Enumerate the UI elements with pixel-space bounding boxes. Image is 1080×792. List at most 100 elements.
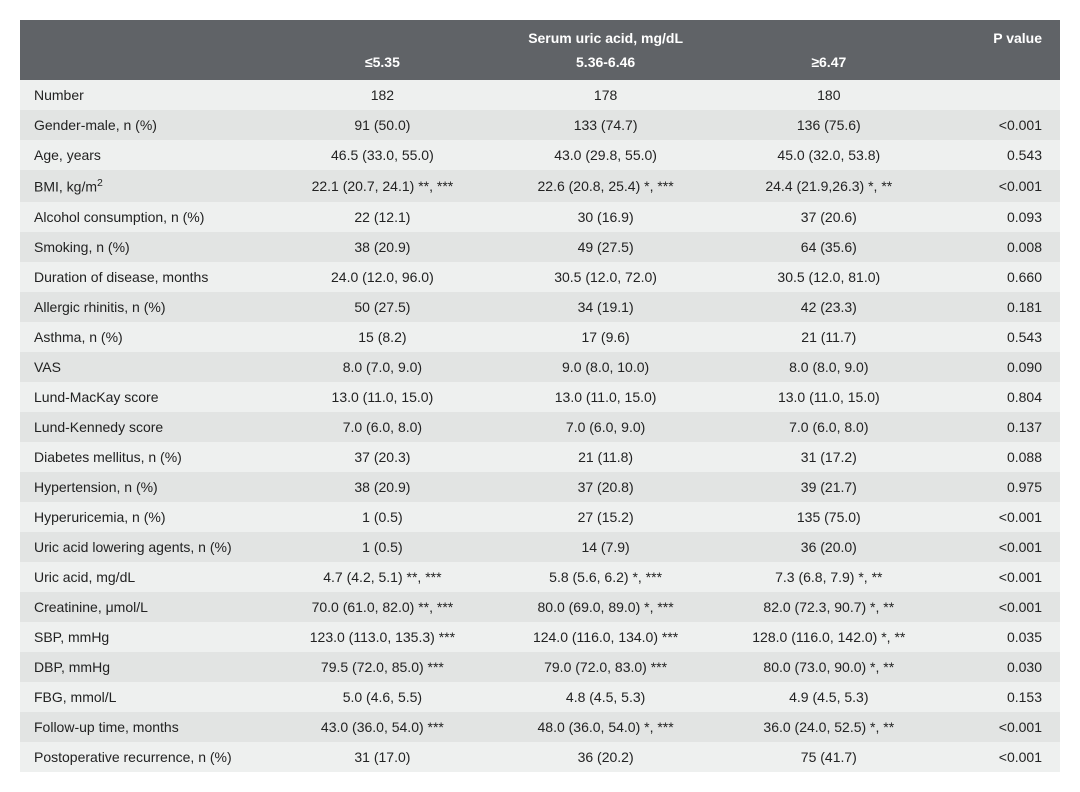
table-row: Lund-Kennedy score7.0 (6.0, 8.0)7.0 (6.0… <box>20 412 1060 442</box>
cell-group-3: 30.5 (12.0, 81.0) <box>717 262 940 292</box>
cell-group-1: 5.0 (4.6, 5.5) <box>271 682 494 712</box>
cell-group-2: 30.5 (12.0, 72.0) <box>494 262 717 292</box>
cell-group-2: 133 (74.7) <box>494 110 717 140</box>
row-label: Hypertension, n (%) <box>20 472 271 502</box>
row-label: FBG, mmol/L <box>20 682 271 712</box>
cell-group-3: 36 (20.0) <box>717 532 940 562</box>
cell-group-1: 50 (27.5) <box>271 292 494 322</box>
cell-pvalue: 0.543 <box>940 140 1060 170</box>
row-label: BMI, kg/m2 <box>20 170 271 202</box>
cell-group-1: 46.5 (33.0, 55.0) <box>271 140 494 170</box>
cell-pvalue: <0.001 <box>940 592 1060 622</box>
cell-group-2: 4.8 (4.5, 5.3) <box>494 682 717 712</box>
cell-group-2: 80.0 (69.0, 89.0) *, *** <box>494 592 717 622</box>
cell-group-1: 182 <box>271 80 494 110</box>
cell-group-1: 8.0 (7.0, 9.0) <box>271 352 494 382</box>
cell-group-1: 1 (0.5) <box>271 532 494 562</box>
table-row: Postoperative recurrence, n (%)31 (17.0)… <box>20 742 1060 772</box>
table-row: Duration of disease, months24.0 (12.0, 9… <box>20 262 1060 292</box>
cell-pvalue: 0.030 <box>940 652 1060 682</box>
header-sub-blank <box>20 50 271 80</box>
cell-group-2: 43.0 (29.8, 55.0) <box>494 140 717 170</box>
table-row: Gender-male, n (%)91 (50.0)133 (74.7)136… <box>20 110 1060 140</box>
cell-group-3: 180 <box>717 80 940 110</box>
cell-pvalue: 0.975 <box>940 472 1060 502</box>
row-label: Hyperuricemia, n (%) <box>20 502 271 532</box>
table-row: Age, years46.5 (33.0, 55.0)43.0 (29.8, 5… <box>20 140 1060 170</box>
cell-group-3: 31 (17.2) <box>717 442 940 472</box>
row-label: Lund-MacKay score <box>20 382 271 412</box>
cell-pvalue: <0.001 <box>940 712 1060 742</box>
cell-pvalue: 0.093 <box>940 202 1060 232</box>
table-row: Creatinine, μmol/L70.0 (61.0, 82.0) **, … <box>20 592 1060 622</box>
table-body: Number182178180Gender-male, n (%)91 (50.… <box>20 80 1060 772</box>
table-row: Asthma, n (%)15 (8.2)17 (9.6)21 (11.7)0.… <box>20 322 1060 352</box>
table-header: Serum uric acid, mg/dL P value ≤5.35 5.3… <box>20 20 1060 80</box>
table-row: SBP, mmHg123.0 (113.0, 135.3) ***124.0 (… <box>20 622 1060 652</box>
table-row: VAS8.0 (7.0, 9.0)9.0 (8.0, 10.0)8.0 (8.0… <box>20 352 1060 382</box>
cell-group-3: 36.0 (24.0, 52.5) *, ** <box>717 712 940 742</box>
cell-group-1: 22.1 (20.7, 24.1) **, *** <box>271 170 494 202</box>
row-label: Number <box>20 80 271 110</box>
table-row: Hyperuricemia, n (%)1 (0.5)27 (15.2)135 … <box>20 502 1060 532</box>
table-row: FBG, mmol/L5.0 (4.6, 5.5)4.8 (4.5, 5.3)4… <box>20 682 1060 712</box>
header-blank <box>20 20 271 50</box>
cell-pvalue: 0.137 <box>940 412 1060 442</box>
cell-group-2: 21 (11.8) <box>494 442 717 472</box>
header-group-3: ≥6.47 <box>717 50 940 80</box>
cell-group-3: 7.0 (6.0, 8.0) <box>717 412 940 442</box>
cell-pvalue: 0.543 <box>940 322 1060 352</box>
header-group-2: 5.36-6.46 <box>494 50 717 80</box>
cell-group-2: 14 (7.9) <box>494 532 717 562</box>
row-label: Lund-Kennedy score <box>20 412 271 442</box>
cell-group-3: 135 (75.0) <box>717 502 940 532</box>
data-table: Serum uric acid, mg/dL P value ≤5.35 5.3… <box>20 20 1060 772</box>
cell-group-2: 36 (20.2) <box>494 742 717 772</box>
data-table-container: Serum uric acid, mg/dL P value ≤5.35 5.3… <box>20 20 1060 772</box>
cell-group-2: 27 (15.2) <box>494 502 717 532</box>
cell-group-3: 24.4 (21.9,26.3) *, ** <box>717 170 940 202</box>
cell-group-1: 37 (20.3) <box>271 442 494 472</box>
row-label: Smoking, n (%) <box>20 232 271 262</box>
header-group-1: ≤5.35 <box>271 50 494 80</box>
cell-group-3: 4.9 (4.5, 5.3) <box>717 682 940 712</box>
cell-group-2: 13.0 (11.0, 15.0) <box>494 382 717 412</box>
header-title: Serum uric acid, mg/dL <box>271 20 941 50</box>
row-label: Duration of disease, months <box>20 262 271 292</box>
cell-pvalue: 0.153 <box>940 682 1060 712</box>
cell-group-3: 7.3 (6.8, 7.9) *, ** <box>717 562 940 592</box>
cell-pvalue: 0.008 <box>940 232 1060 262</box>
cell-group-2: 48.0 (36.0, 54.0) *, *** <box>494 712 717 742</box>
cell-pvalue: <0.001 <box>940 170 1060 202</box>
cell-group-2: 17 (9.6) <box>494 322 717 352</box>
row-label: Gender-male, n (%) <box>20 110 271 140</box>
row-label: DBP, mmHg <box>20 652 271 682</box>
table-row: Alcohol consumption, n (%)22 (12.1)30 (1… <box>20 202 1060 232</box>
row-label: Allergic rhinitis, n (%) <box>20 292 271 322</box>
cell-group-1: 43.0 (36.0, 54.0) *** <box>271 712 494 742</box>
cell-group-2: 124.0 (116.0, 134.0) *** <box>494 622 717 652</box>
cell-group-3: 13.0 (11.0, 15.0) <box>717 382 940 412</box>
cell-group-1: 31 (17.0) <box>271 742 494 772</box>
cell-group-1: 24.0 (12.0, 96.0) <box>271 262 494 292</box>
table-row: Lund-MacKay score13.0 (11.0, 15.0)13.0 (… <box>20 382 1060 412</box>
cell-pvalue: 0.804 <box>940 382 1060 412</box>
cell-group-3: 21 (11.7) <box>717 322 940 352</box>
cell-group-3: 45.0 (32.0, 53.8) <box>717 140 940 170</box>
cell-group-3: 39 (21.7) <box>717 472 940 502</box>
cell-pvalue: 0.035 <box>940 622 1060 652</box>
table-row: DBP, mmHg79.5 (72.0, 85.0) ***79.0 (72.0… <box>20 652 1060 682</box>
cell-pvalue: 0.090 <box>940 352 1060 382</box>
cell-pvalue: 0.660 <box>940 262 1060 292</box>
cell-group-1: 13.0 (11.0, 15.0) <box>271 382 494 412</box>
row-label: Asthma, n (%) <box>20 322 271 352</box>
row-label: SBP, mmHg <box>20 622 271 652</box>
table-row: Uric acid lowering agents, n (%)1 (0.5)1… <box>20 532 1060 562</box>
row-label: VAS <box>20 352 271 382</box>
cell-group-3: 136 (75.6) <box>717 110 940 140</box>
cell-group-3: 80.0 (73.0, 90.0) *, ** <box>717 652 940 682</box>
cell-pvalue: 0.088 <box>940 442 1060 472</box>
cell-group-1: 38 (20.9) <box>271 232 494 262</box>
header-sub-p-blank <box>940 50 1060 80</box>
row-label: Creatinine, μmol/L <box>20 592 271 622</box>
